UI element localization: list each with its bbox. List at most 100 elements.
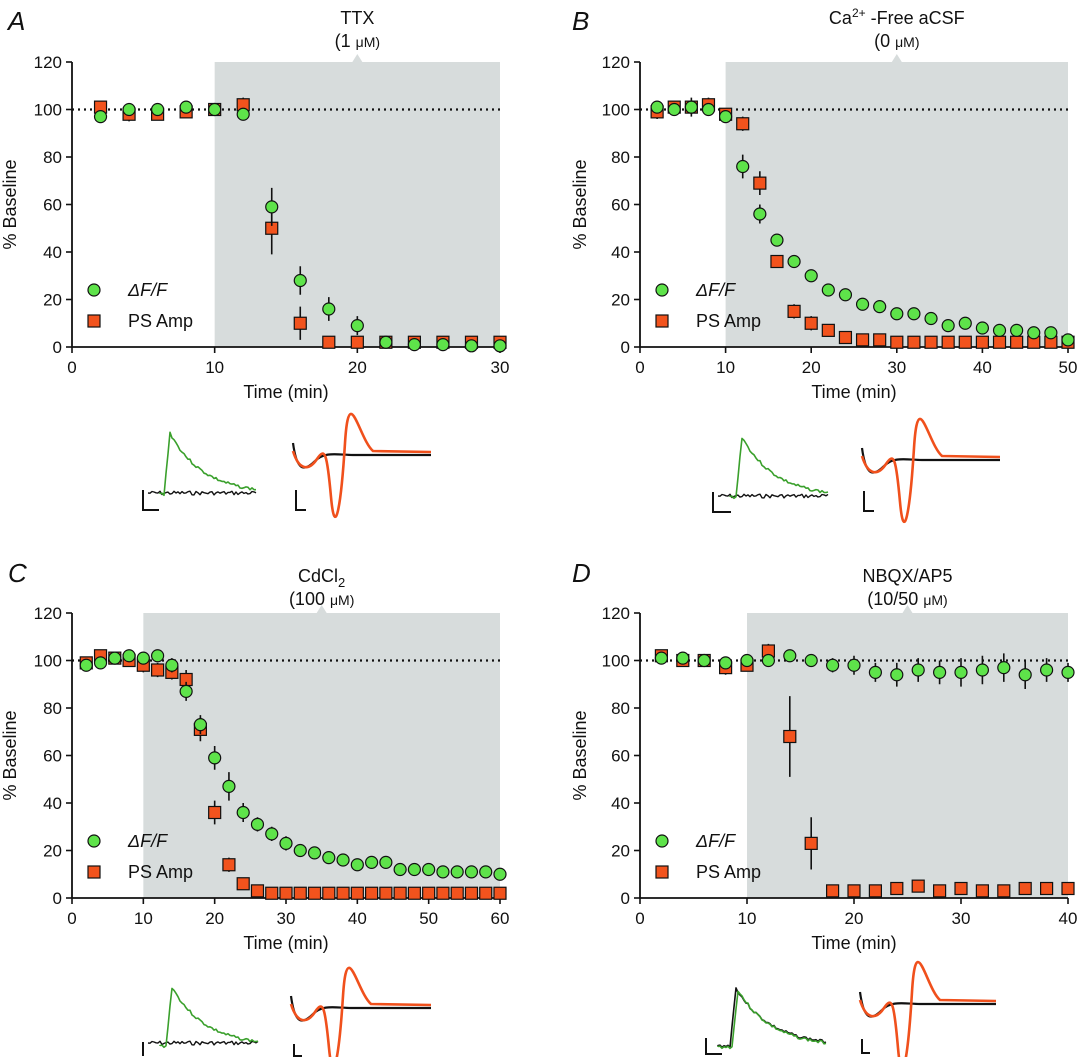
data-point-dff (676, 651, 690, 665)
data-point-dff (193, 718, 207, 732)
data-point-dff (770, 233, 784, 247)
data-point-dff (108, 651, 122, 665)
y-tick-label: 120 (34, 53, 62, 72)
data-point-dff (422, 862, 436, 877)
data-point-dff (650, 100, 664, 114)
treatment-shade (747, 613, 1068, 898)
data-point-ps-amp (753, 176, 767, 190)
data-point-ps-amp (941, 335, 955, 349)
data-point-dff (165, 658, 179, 672)
legend-marker-ps-amp (87, 314, 101, 328)
y-tick-label: 40 (611, 794, 630, 813)
treatment-label: Ca2+ -Free aCSF (829, 6, 965, 28)
x-tick-label: 30 (952, 909, 971, 928)
treatment-label: CdCl2 (298, 566, 345, 590)
data-point-ps-amp (222, 858, 236, 872)
field-trace-orange-a (291, 412, 432, 519)
trace-green-b (729, 437, 829, 500)
data-point-dff (236, 805, 250, 820)
data-point-dff (718, 110, 733, 124)
x-axis-label: Time (min) (811, 933, 896, 953)
data-point-dff (804, 269, 818, 283)
data-point-ps-amp (236, 877, 250, 891)
trace-green-a (159, 431, 256, 497)
y-tick-label: 40 (43, 794, 62, 813)
data-point-ps-amp (279, 886, 293, 900)
concentration-label: (0 μM) (874, 31, 919, 51)
data-point-ps-amp (350, 335, 364, 349)
y-tick-label: 20 (611, 291, 630, 310)
legend-label-ps-amp: PS Amp (128, 862, 193, 882)
shade-pointer (352, 54, 363, 62)
y-tick-label: 80 (611, 148, 630, 167)
data-point-dff (265, 200, 279, 214)
data-point-dff (479, 865, 493, 879)
trace-black-a (147, 490, 257, 496)
data-point-dff (667, 102, 681, 117)
data-point-dff (958, 316, 972, 330)
data-point-dff (293, 273, 307, 288)
scale-bar-b1 (712, 492, 731, 513)
y-tick-label: 0 (621, 889, 630, 908)
data-point-dff (787, 254, 801, 269)
data-point-dff (493, 339, 507, 353)
legend-label-dff: ΔF/F (695, 280, 736, 300)
data-point-dff (208, 751, 222, 765)
data-point-dff (322, 302, 336, 316)
scale-bar-b2 (863, 491, 874, 512)
data-point-ps-amp (379, 886, 393, 900)
trace-green-d (717, 990, 827, 1050)
series-dff (654, 649, 1075, 689)
y-axis-label: % Baseline (570, 710, 590, 800)
data-point-dff (93, 656, 108, 670)
data-point-dff (151, 102, 165, 117)
data-point-dff (868, 665, 883, 679)
y-tick-label: 120 (34, 604, 62, 623)
data-point-dff (821, 283, 835, 297)
legend-label-ps-amp: PS Amp (696, 862, 761, 882)
data-point-ps-amp (804, 836, 818, 850)
x-tick-label: 0 (635, 358, 644, 377)
data-point-ps-amp (736, 117, 750, 131)
data-point-dff (293, 843, 307, 858)
panel-letter: A (6, 6, 25, 36)
treatment-shade (143, 613, 501, 898)
data-point-ps-amp (336, 886, 350, 900)
y-tick-label: 40 (43, 243, 62, 262)
data-point-ps-amp (847, 884, 861, 898)
treatment-label: TTX (340, 8, 374, 28)
y-tick-label: 100 (602, 652, 630, 671)
data-point-dff (804, 653, 818, 668)
legend-label-dff: ΔF/F (127, 831, 168, 851)
x-tick-label: 10 (205, 358, 224, 377)
y-tick-label: 20 (611, 842, 630, 861)
x-tick-label: 0 (635, 909, 644, 928)
data-point-dff (718, 656, 733, 670)
y-axis-label: % Baseline (0, 710, 20, 800)
data-point-dff (379, 335, 393, 349)
y-tick-label: 120 (602, 53, 630, 72)
x-tick-label: 10 (134, 909, 153, 928)
data-point-dff (136, 651, 150, 665)
chart-panel-a: 0 20 40 60 80 100 120 0 10 20 30 Time (min) % Baseli… (0, 6, 509, 402)
x-tick-label: 20 (348, 358, 367, 377)
x-tick-label: 30 (277, 909, 296, 928)
data-point-ps-amp (1010, 335, 1024, 349)
data-point-ps-amp (821, 323, 835, 337)
scale-bar-a1 (142, 490, 159, 511)
data-point-dff (1027, 326, 1041, 340)
x-tick-label: 30 (491, 358, 510, 377)
data-point-dff (379, 855, 393, 869)
y-tick-label: 60 (611, 747, 630, 766)
treatment-shade (725, 62, 1068, 347)
data-point-dff (236, 107, 250, 121)
legend-marker-dff (87, 834, 101, 848)
data-point-ps-amp (954, 881, 968, 896)
x-axis-label: Time (min) (243, 933, 328, 953)
data-point-dff (701, 102, 716, 117)
data-point-dff (761, 653, 776, 668)
series-dff (650, 97, 1075, 347)
data-point-ps-amp (479, 886, 493, 900)
data-point-ps-amp (1061, 881, 1075, 896)
data-point-ps-amp (838, 330, 853, 345)
